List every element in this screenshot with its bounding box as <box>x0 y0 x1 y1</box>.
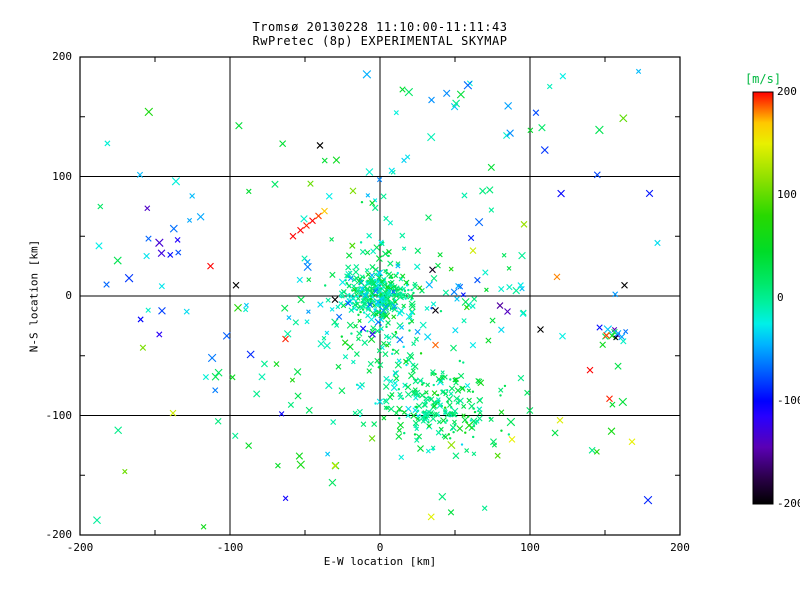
plot-title: Tromsø 20130228 11:10:00-11:11:43 <box>252 20 508 34</box>
x-axis-label: E-W location [km] <box>323 555 437 568</box>
colorbar-unit-label: [m/s] <box>744 72 782 86</box>
data-points <box>93 68 661 530</box>
y-axis-label: N-S location [km] <box>27 239 41 353</box>
plot-subtitle: RwPretec (8p) EXPERIMENTAL SKYMAP <box>252 34 508 48</box>
